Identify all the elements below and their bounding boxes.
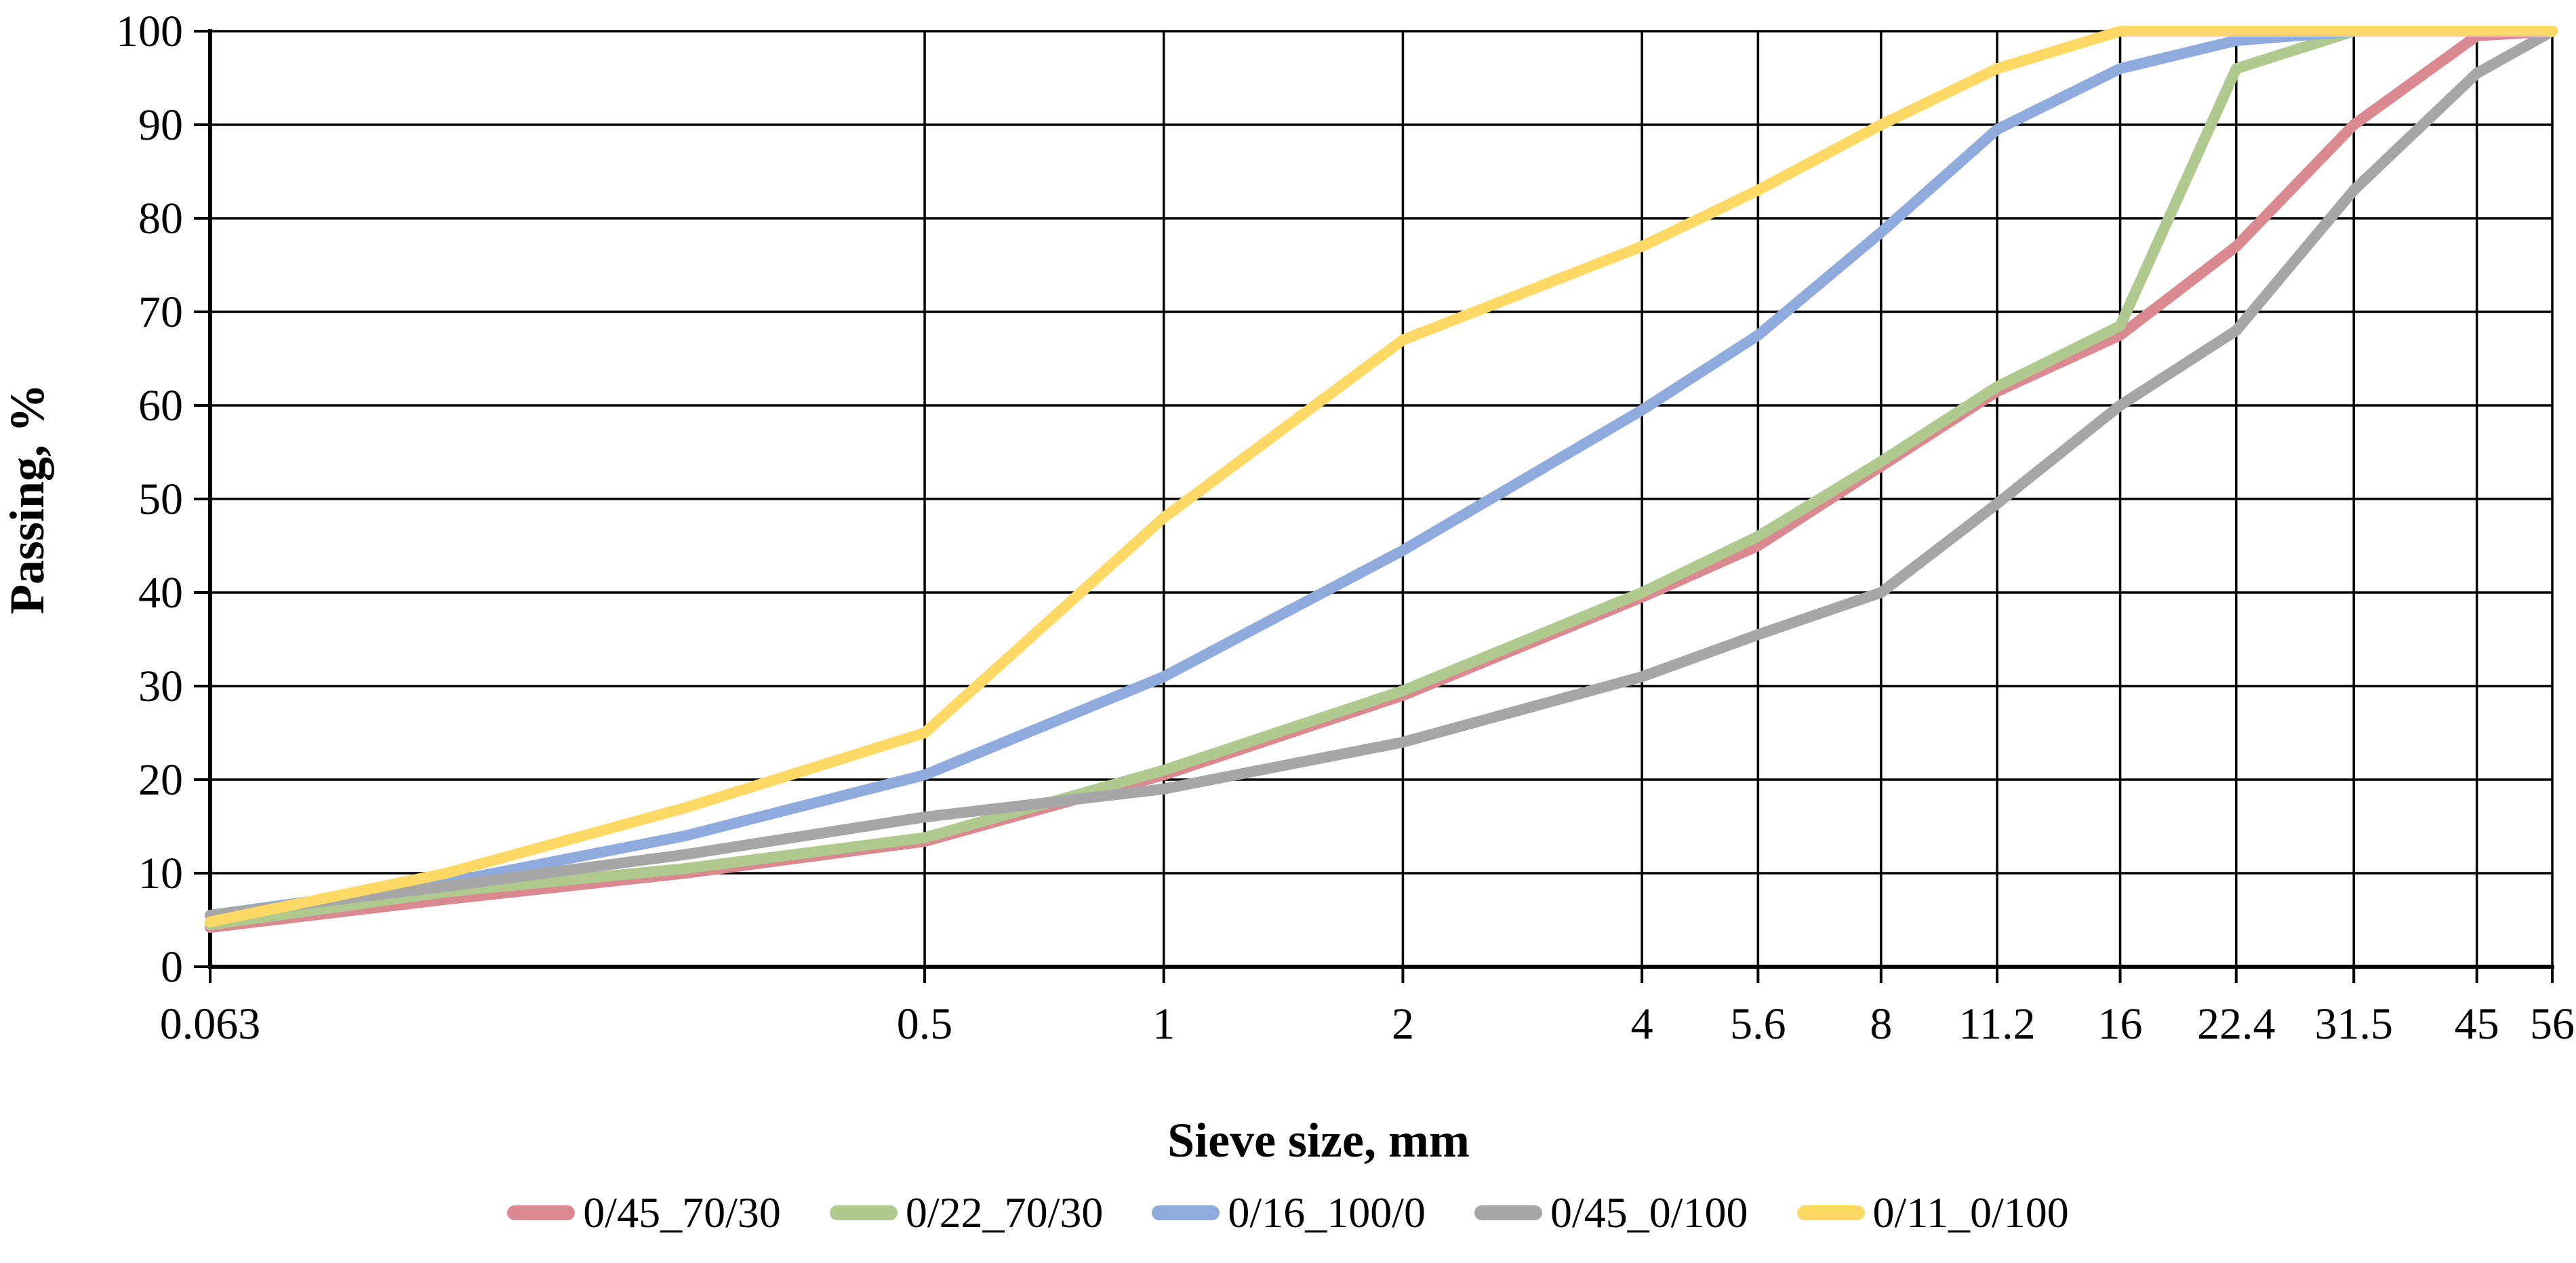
y-axis-title: Passing, %	[0, 384, 54, 614]
y-tick-label: 100	[116, 7, 183, 56]
legend-label: 0/16_100/0	[1228, 1188, 1426, 1237]
y-tick-label: 20	[138, 755, 183, 805]
x-tick-label: 2	[1392, 999, 1414, 1049]
x-tick-label: 31.5	[2314, 999, 2393, 1049]
legend-swatch-icon	[1796, 1205, 1865, 1220]
series-line-0/22_70/30	[205, 26, 2558, 930]
y-tick-label: 30	[138, 662, 183, 711]
x-tick-label: 8	[1870, 999, 1892, 1049]
legend-swatch-icon	[507, 1205, 576, 1220]
y-tick-label: 70	[138, 287, 183, 337]
legend-label: 0/45_0/100	[1550, 1188, 1748, 1237]
legend-swatch-icon	[1474, 1205, 1542, 1220]
chart-legend: 0/45_70/30 0/22_70/30 0/16_100/0 0/45_0/100…	[0, 1188, 2576, 1238]
legend-swatch-icon	[829, 1205, 898, 1220]
y-tick-label: 40	[138, 568, 183, 618]
x-tick-label: 56	[2530, 999, 2575, 1049]
series-line-0/11_0/100	[205, 26, 2558, 927]
series-line-0/45_70/30	[205, 26, 2558, 933]
y-tick-label: 50	[138, 475, 183, 524]
legend-label: 0/22_70/30	[905, 1188, 1104, 1237]
legend-item-0/45_70/30: 0/45_70/30	[507, 1188, 781, 1238]
legend-item-0/11_0/100: 0/11_0/100	[1796, 1188, 2069, 1238]
x-tick-label: 16	[2098, 999, 2143, 1049]
x-tick-label: 0.063	[160, 999, 261, 1049]
legend-label: 0/45_70/30	[583, 1188, 781, 1237]
x-tick-label: 5.6	[1730, 999, 1786, 1049]
legend-item-0/16_100/0: 0/16_100/0	[1152, 1188, 1426, 1238]
legend-item-0/45_0/100: 0/45_0/100	[1474, 1188, 1748, 1238]
legend-item-0/22_70/30: 0/22_70/30	[829, 1188, 1104, 1238]
y-tick-label: 60	[138, 381, 183, 430]
x-tick-label: 0.5	[897, 999, 953, 1049]
series-line-0/16_100/0	[205, 26, 2558, 921]
y-tick-label: 0	[161, 942, 183, 992]
x-axis-title: Sieve size, mm	[1167, 1113, 1470, 1167]
y-tick-label: 90	[138, 100, 183, 150]
x-tick-label: 22.4	[2197, 999, 2276, 1049]
legend-swatch-icon	[1152, 1205, 1220, 1220]
y-tick-label: 10	[138, 849, 183, 898]
y-tick-label: 80	[138, 194, 183, 243]
x-tick-label: 11.2	[1959, 999, 2036, 1049]
legend-label: 0/11_0/100	[1872, 1188, 2069, 1237]
x-tick-label: 45	[2455, 999, 2499, 1049]
x-tick-label: 1	[1152, 999, 1175, 1049]
x-tick-label: 4	[1631, 999, 1653, 1049]
series-line-0/45_0/100	[205, 26, 2558, 921]
